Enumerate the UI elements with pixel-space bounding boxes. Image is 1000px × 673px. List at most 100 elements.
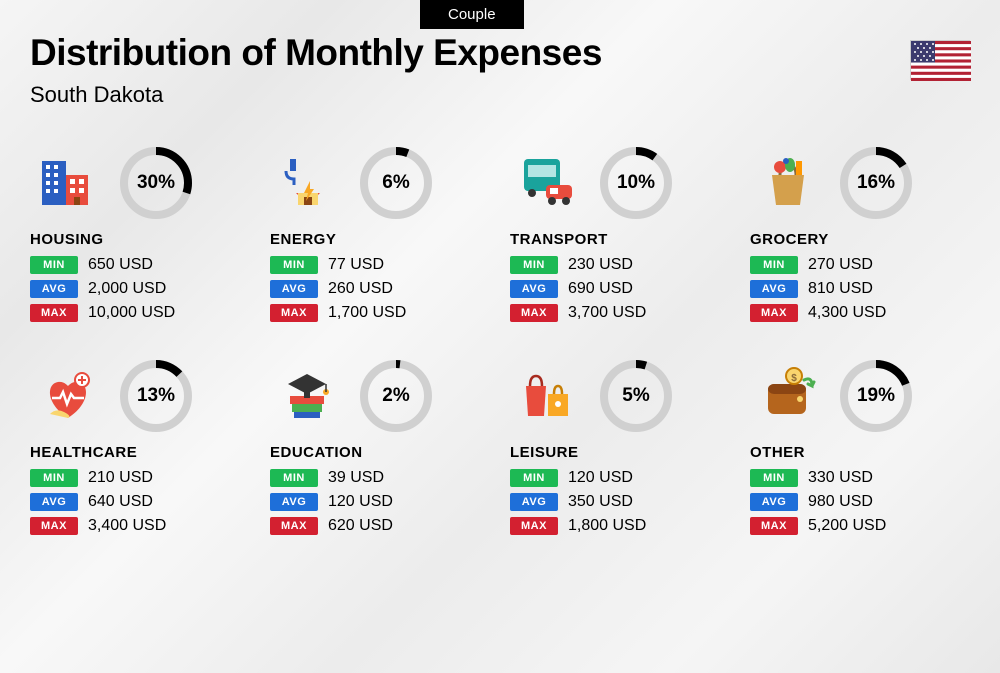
avg-badge: AVG xyxy=(270,280,318,298)
header: Distribution of Monthly Expenses South D… xyxy=(30,32,602,108)
percent-donut: 30% xyxy=(118,145,194,221)
category-name: OTHER xyxy=(750,444,970,461)
min-badge: MIN xyxy=(750,469,798,487)
category-card: 30% HOUSING MIN 650 USD AVG 2,000 USD MA… xyxy=(30,145,250,328)
flag-icon xyxy=(910,40,970,80)
avg-value: 640 USD xyxy=(88,493,153,511)
max-value: 10,000 USD xyxy=(88,304,175,322)
category-card: 2% EDUCATION MIN 39 USD AVG 120 USD MAX … xyxy=(270,358,490,541)
stat-max: MAX 1,800 USD xyxy=(510,517,730,535)
percent-label: 19% xyxy=(838,358,914,434)
stat-min: MIN 230 USD xyxy=(510,256,730,274)
stat-avg: AVG 640 USD xyxy=(30,493,250,511)
min-badge: MIN xyxy=(270,469,318,487)
percent-label: 13% xyxy=(118,358,194,434)
category-card: 5% LEISURE MIN 120 USD AVG 350 USD MAX 1… xyxy=(510,358,730,541)
percent-donut: 5% xyxy=(598,358,674,434)
leisure-icon xyxy=(510,358,586,434)
percent-label: 30% xyxy=(118,145,194,221)
avg-badge: AVG xyxy=(510,493,558,511)
max-value: 3,700 USD xyxy=(568,304,646,322)
stat-min: MIN 650 USD xyxy=(30,256,250,274)
max-badge: MAX xyxy=(750,304,798,322)
avg-value: 810 USD xyxy=(808,280,873,298)
avg-badge: AVG xyxy=(750,493,798,511)
category-name: TRANSPORT xyxy=(510,231,730,248)
max-badge: MAX xyxy=(510,304,558,322)
avg-value: 350 USD xyxy=(568,493,633,511)
stat-max: MAX 4,300 USD xyxy=(750,304,970,322)
max-badge: MAX xyxy=(30,304,78,322)
percent-label: 6% xyxy=(358,145,434,221)
max-value: 620 USD xyxy=(328,517,393,535)
education-icon xyxy=(270,358,346,434)
category-card: 13% HEALTHCARE MIN 210 USD AVG 640 USD M… xyxy=(30,358,250,541)
percent-donut: 13% xyxy=(118,358,194,434)
avg-badge: AVG xyxy=(30,493,78,511)
page-title: Distribution of Monthly Expenses xyxy=(30,32,602,74)
max-value: 1,800 USD xyxy=(568,517,646,535)
max-value: 3,400 USD xyxy=(88,517,166,535)
min-badge: MIN xyxy=(30,256,78,274)
percent-donut: 2% xyxy=(358,358,434,434)
min-badge: MIN xyxy=(30,469,78,487)
category-card: 6% ENERGY MIN 77 USD AVG 260 USD MAX 1,7… xyxy=(270,145,490,328)
stat-max: MAX 620 USD xyxy=(270,517,490,535)
percent-donut: 16% xyxy=(838,145,914,221)
stat-min: MIN 270 USD xyxy=(750,256,970,274)
min-badge: MIN xyxy=(510,256,558,274)
category-name: EDUCATION xyxy=(270,444,490,461)
household-tag: Couple xyxy=(420,0,524,29)
transport-icon xyxy=(510,145,586,221)
stat-min: MIN 120 USD xyxy=(510,469,730,487)
avg-value: 2,000 USD xyxy=(88,280,166,298)
grocery-icon xyxy=(750,145,826,221)
max-badge: MAX xyxy=(510,517,558,535)
max-value: 4,300 USD xyxy=(808,304,886,322)
avg-value: 120 USD xyxy=(328,493,393,511)
min-value: 650 USD xyxy=(88,256,153,274)
avg-badge: AVG xyxy=(270,493,318,511)
percent-donut: 19% xyxy=(838,358,914,434)
percent-label: 10% xyxy=(598,145,674,221)
category-name: HEALTHCARE xyxy=(30,444,250,461)
min-value: 120 USD xyxy=(568,469,633,487)
category-name: HOUSING xyxy=(30,231,250,248)
stat-avg: AVG 350 USD xyxy=(510,493,730,511)
percent-donut: 10% xyxy=(598,145,674,221)
stat-avg: AVG 690 USD xyxy=(510,280,730,298)
avg-badge: AVG xyxy=(510,280,558,298)
max-badge: MAX xyxy=(750,517,798,535)
min-value: 330 USD xyxy=(808,469,873,487)
category-grid: 30% HOUSING MIN 650 USD AVG 2,000 USD MA… xyxy=(30,145,970,541)
page-subtitle: South Dakota xyxy=(30,82,602,108)
max-value: 1,700 USD xyxy=(328,304,406,322)
percent-label: 16% xyxy=(838,145,914,221)
min-badge: MIN xyxy=(750,256,798,274)
category-card: 10% TRANSPORT MIN 230 USD AVG 690 USD MA… xyxy=(510,145,730,328)
housing-icon xyxy=(30,145,106,221)
stat-min: MIN 77 USD xyxy=(270,256,490,274)
stat-max: MAX 5,200 USD xyxy=(750,517,970,535)
min-value: 77 USD xyxy=(328,256,384,274)
avg-badge: AVG xyxy=(750,280,798,298)
percent-label: 2% xyxy=(358,358,434,434)
percent-label: 5% xyxy=(598,358,674,434)
other-icon: $ xyxy=(750,358,826,434)
stat-min: MIN 39 USD xyxy=(270,469,490,487)
min-value: 210 USD xyxy=(88,469,153,487)
avg-value: 980 USD xyxy=(808,493,873,511)
stat-avg: AVG 2,000 USD xyxy=(30,280,250,298)
stat-max: MAX 3,700 USD xyxy=(510,304,730,322)
category-name: GROCERY xyxy=(750,231,970,248)
max-badge: MAX xyxy=(270,304,318,322)
min-badge: MIN xyxy=(270,256,318,274)
avg-value: 260 USD xyxy=(328,280,393,298)
avg-value: 690 USD xyxy=(568,280,633,298)
avg-badge: AVG xyxy=(30,280,78,298)
max-badge: MAX xyxy=(30,517,78,535)
stat-min: MIN 330 USD xyxy=(750,469,970,487)
stat-avg: AVG 260 USD xyxy=(270,280,490,298)
percent-donut: 6% xyxy=(358,145,434,221)
category-name: ENERGY xyxy=(270,231,490,248)
